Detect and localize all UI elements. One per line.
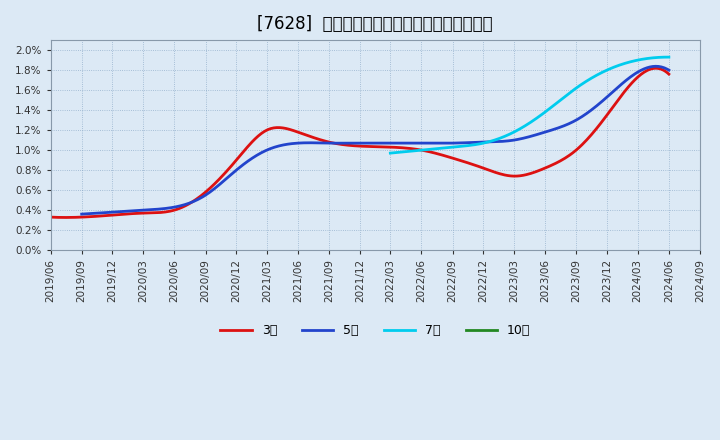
5年: [269, 145, 277, 150]
3年: [46, 214, 55, 220]
5年: [77, 212, 86, 217]
Line: 3年: 3年: [50, 68, 669, 217]
3年: [652, 66, 661, 71]
Legend: 3年, 5年, 7年, 10年: 3年, 5年, 7年, 10年: [215, 319, 535, 342]
Line: 5年: 5年: [81, 66, 669, 214]
7年: [561, 93, 570, 99]
5年: [665, 67, 673, 73]
3年: [62, 215, 71, 220]
3年: [122, 211, 131, 216]
7年: [665, 55, 673, 60]
7年: [496, 136, 505, 141]
7年: [477, 141, 485, 146]
7年: [386, 150, 395, 156]
7年: [420, 147, 428, 153]
7年: [588, 75, 597, 80]
3年: [665, 71, 673, 77]
5年: [504, 138, 513, 143]
3年: [437, 152, 446, 158]
7年: [587, 76, 595, 81]
3年: [292, 129, 301, 134]
3年: [249, 138, 258, 143]
7年: [664, 55, 672, 60]
5年: [310, 140, 318, 146]
5年: [652, 64, 660, 69]
5年: [501, 139, 510, 144]
5年: [446, 140, 455, 146]
Line: 7年: 7年: [390, 57, 669, 153]
5年: [148, 207, 157, 212]
Title: [7628]  当期純利益マージンの標準偏差の推移: [7628] 当期純利益マージンの標準偏差の推移: [258, 15, 493, 33]
3年: [494, 171, 503, 176]
3年: [498, 172, 506, 177]
